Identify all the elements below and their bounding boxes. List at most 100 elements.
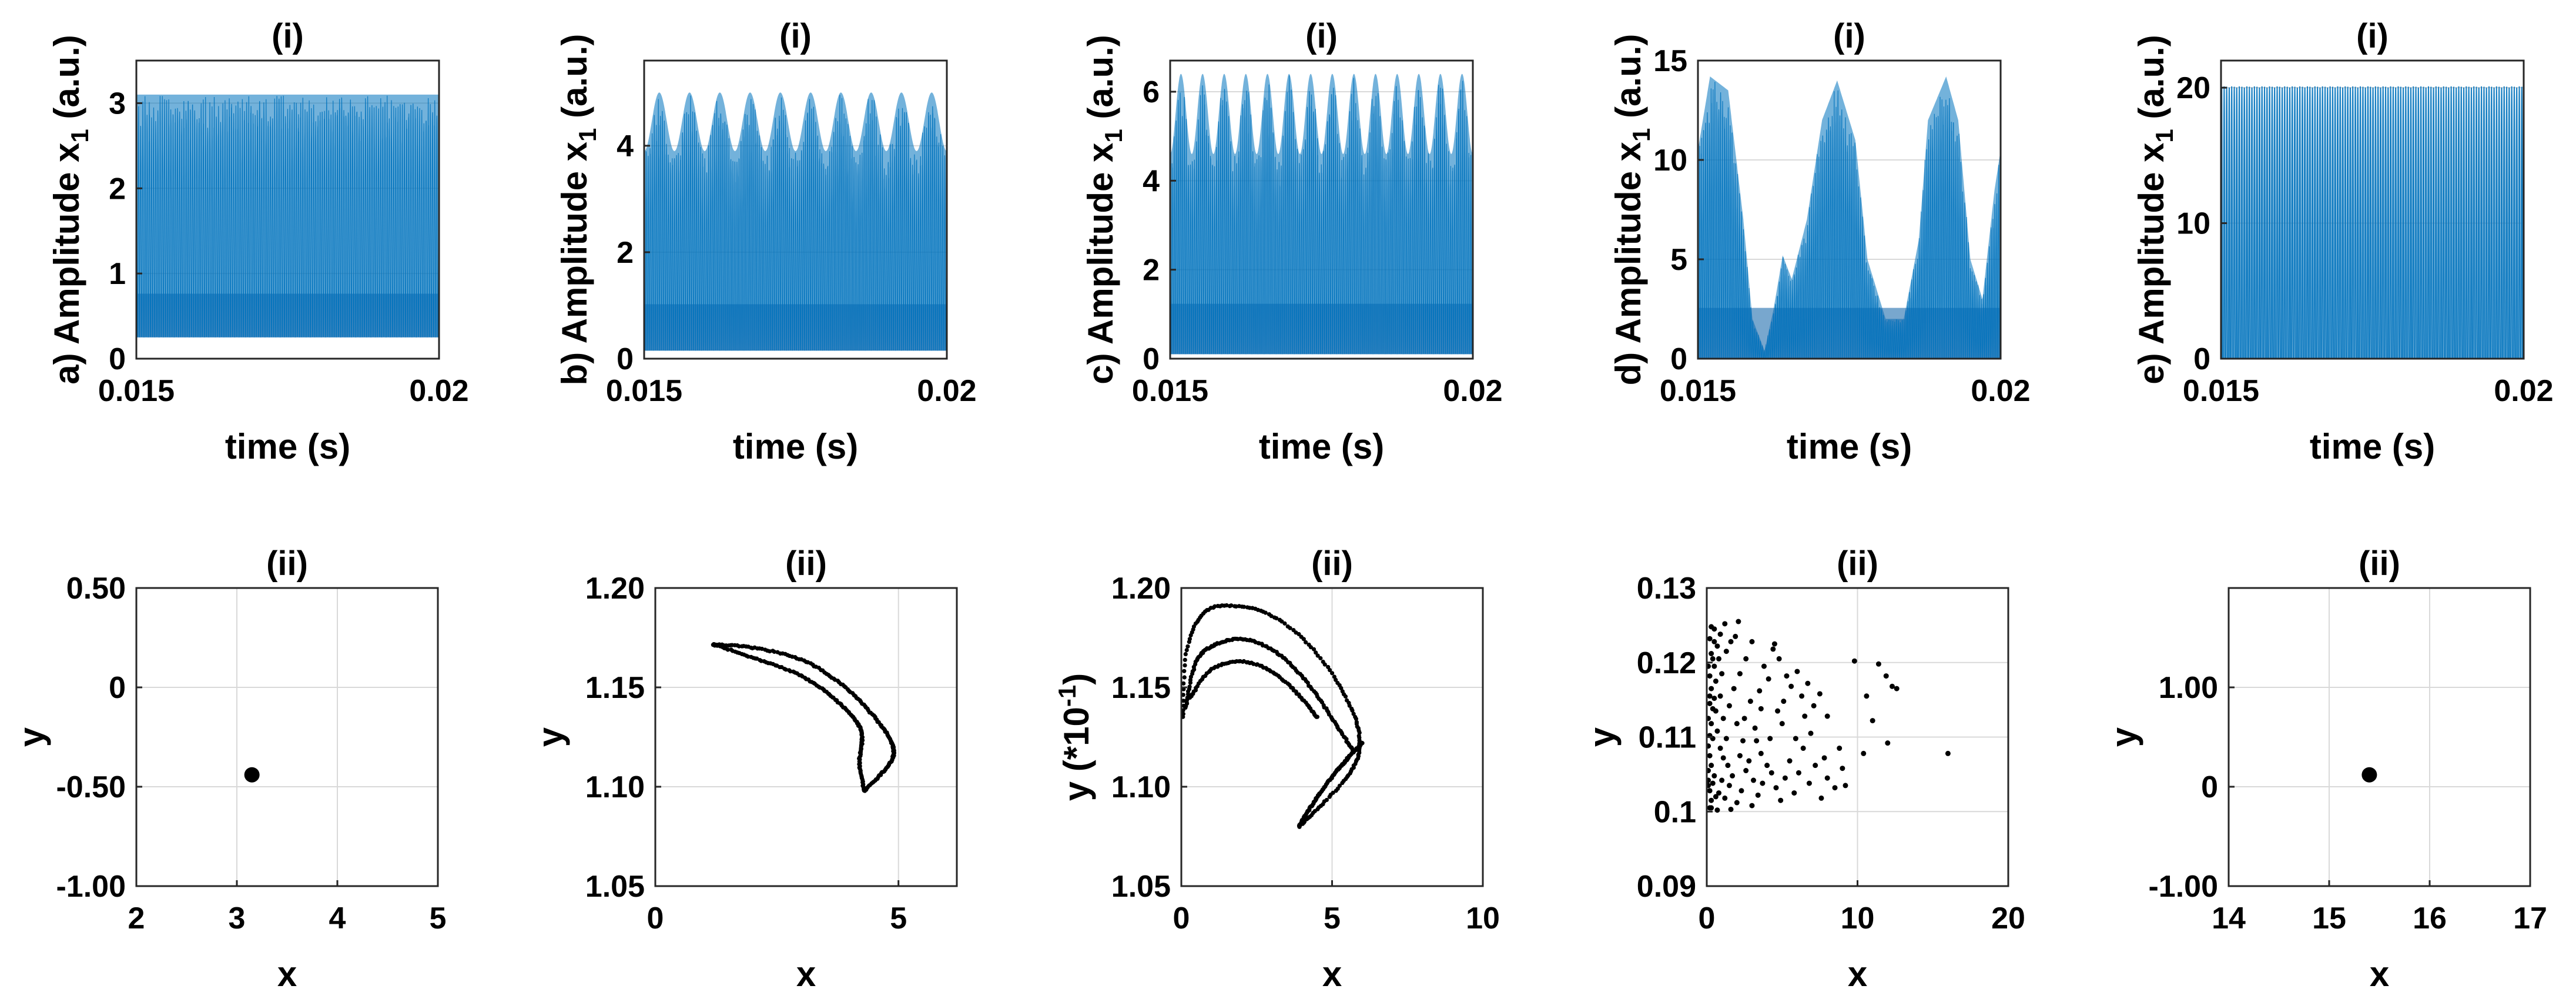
data-point [1889,683,1895,689]
data-point [1734,721,1740,727]
data-point [2361,767,2377,783]
y-tick-label: 1 [109,257,126,291]
y-axis-label-sub: 1 [1100,129,1127,142]
chart-title: (ii) [1311,544,1353,583]
data-point [1714,728,1720,734]
y-tick-label: 10 [2176,207,2210,241]
data-point [1800,746,1806,751]
y-axis-label: y [2104,727,2143,747]
data-point [1354,716,1359,721]
data-point [1182,675,1187,680]
panel-d: 0.015 0.02 0 5 10 15 (i) time (s) d) Amplitude x… [1609,17,2031,466]
data-point [1723,649,1729,654]
x-axis-label: x [1322,954,1342,994]
x-tick-label: 5 [430,901,447,935]
signal-core [136,293,439,338]
y-tick-label: 2 [109,172,126,206]
data-point [1811,703,1817,709]
y-tick-label: -0.50 [56,770,126,804]
data-point [1755,792,1761,798]
data-point [1711,696,1717,701]
data-point [1894,686,1900,691]
data-point [1870,718,1875,724]
data-point [1788,683,1794,689]
y-axis-label-main: Amplitude x [47,143,86,345]
series-b [644,92,947,351]
data-point [1794,669,1800,674]
y-axis-label: y (*10-1) [1053,673,1096,801]
data-point [1747,699,1753,704]
axes-frame [1169,59,1474,360]
data-point [1758,750,1764,756]
data-point [1821,755,1827,761]
axes-frame [135,587,439,887]
series-a [136,94,439,338]
data-point [1885,740,1891,746]
data-point [1773,785,1779,791]
signal-line [1698,82,2001,359]
data-point [1714,643,1720,649]
data-point [1343,694,1348,699]
data-point [1229,603,1234,608]
data-point [1751,777,1757,783]
series-e [2221,86,2524,359]
data-point [1183,657,1187,662]
y-axis-label: y [531,727,570,747]
y-tick-label: 0 [2201,770,2218,804]
data-point [1707,663,1711,669]
series-d [1698,76,2001,359]
data-point [1875,661,1881,667]
y-tick-label: 5 [1670,243,1687,277]
data-point [1734,800,1740,806]
y-axis-label-sup: -1 [1053,685,1081,707]
data-point [1736,619,1741,624]
x-tick-label: 0.02 [1443,374,1502,408]
data-point [1851,658,1857,664]
data-point [1757,688,1763,694]
data-point [1730,773,1736,779]
axes-frame [2227,587,2531,887]
axes-frame [1697,59,2002,360]
data-point [1709,805,1714,811]
data-point [1722,621,1728,627]
x-tick-label: 0 [1699,901,1716,935]
data-point [1318,656,1323,661]
x-tick-label: 0.02 [409,374,468,408]
panel-label: b) [555,343,594,385]
data-point [1311,647,1317,651]
data-point [1713,708,1719,714]
x-axis-label: time (s) [225,427,350,466]
y-axis-label-main: y [531,727,570,747]
y-axis-label-main: Amplitude x [555,142,594,343]
y-tick-label: 0.12 [1637,646,1696,680]
series-c [1170,73,1473,355]
data-point [1779,721,1785,727]
chart-title: (ii) [1837,544,1878,583]
x-axis-label: time (s) [2310,427,2435,466]
y-tick-label: 0.1 [1654,795,1696,829]
data-point [736,644,742,649]
data-point [725,647,730,652]
panel-label: d) [1609,343,1648,385]
series-d2 [1707,619,1951,813]
y-tick-label: 1.05 [585,870,645,904]
y-axis-label: y [1582,727,1622,747]
data-point [1864,693,1870,699]
chart-title: (i) [2356,17,2389,55]
y-tick-label: 1.15 [1111,671,1171,705]
data-point [1746,758,1752,764]
data-point [1737,753,1743,759]
data-point [1183,651,1188,657]
y-axis-label-main: Amplitude x [1081,143,1120,345]
data-point [1334,677,1338,682]
y-axis-label: e) Amplitude x1 (a.u.) [2132,35,2178,385]
series-e2 [2361,767,2377,783]
data-point [1728,806,1734,812]
y-tick-label: 10 [1653,143,1687,178]
data-point [1738,788,1744,794]
data-point [1359,740,1364,745]
x-tick-label: 0 [1173,901,1190,935]
data-point [1802,713,1808,719]
x-tick-label: 0.02 [2494,374,2553,408]
